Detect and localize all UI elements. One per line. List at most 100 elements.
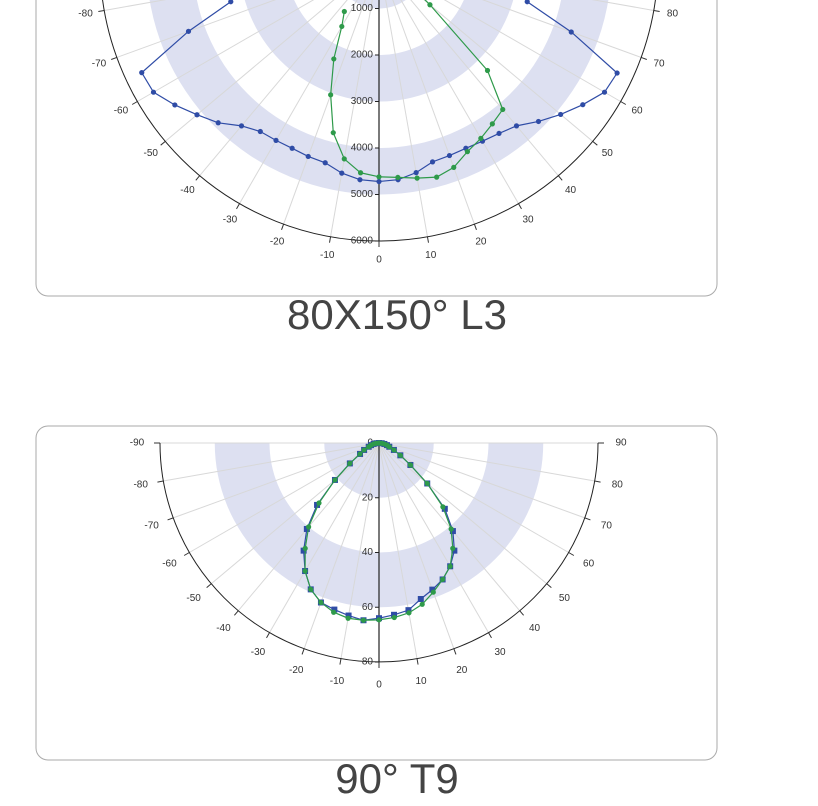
data-point — [489, 121, 495, 127]
x-tick-label: 20 — [456, 665, 468, 676]
x-tick — [111, 56, 117, 60]
y-tick-label: 5000 — [351, 189, 374, 200]
data-point — [524, 0, 530, 5]
grid-line — [400, 0, 519, 204]
data-point — [376, 174, 382, 180]
x-tick — [584, 517, 591, 521]
x-tick-label: -60 — [162, 559, 177, 570]
chart-title: 80X150° L3 — [287, 291, 507, 338]
grid-line — [330, 0, 373, 237]
data-point — [496, 130, 502, 137]
x-tick-label: -10 — [330, 676, 345, 687]
data-point — [366, 444, 372, 450]
x-tick-label: 20 — [475, 237, 487, 248]
data-point — [273, 137, 279, 143]
data-point — [395, 174, 401, 181]
data-point — [440, 504, 446, 510]
data-point — [391, 447, 397, 453]
data-point — [228, 0, 234, 5]
x-tick-label: 0 — [376, 255, 382, 266]
polar-chart: -90-80-70-60-50-40-30-20-100102030405060… — [35, 0, 718, 338]
data-point — [434, 174, 440, 180]
data-point — [448, 526, 454, 532]
grid-line — [378, 442, 489, 633]
x-tick-label: 10 — [425, 250, 437, 261]
grid-line — [392, 0, 475, 225]
x-tick-label: -40 — [180, 185, 195, 196]
x-tick-label: 50 — [559, 593, 571, 604]
x-tick — [473, 224, 477, 230]
data-point — [302, 545, 308, 551]
data-point — [330, 130, 336, 136]
grid-line — [423, 0, 594, 142]
data-point — [414, 175, 420, 181]
data-point — [194, 112, 200, 118]
x-tick-label: -50 — [186, 593, 201, 604]
chart-title: 90° T9 — [335, 755, 458, 802]
x-tick-label: 70 — [653, 59, 665, 70]
grid-line — [378, 442, 521, 612]
data-point — [580, 102, 586, 108]
data-point — [451, 164, 457, 170]
data-point — [558, 111, 564, 118]
x-tick-label: 30 — [494, 647, 506, 658]
data-point — [450, 545, 456, 551]
data-point — [331, 606, 338, 613]
data-point — [417, 596, 424, 603]
data-point — [332, 477, 338, 483]
y-tick-label: 20 — [362, 492, 374, 503]
x-tick — [568, 552, 575, 556]
data-point — [300, 547, 307, 554]
x-tick-label: 40 — [565, 185, 577, 196]
grid-line — [239, 0, 358, 204]
y-tick-label: 1000 — [351, 3, 374, 14]
x-tick — [167, 517, 174, 521]
grid-line — [443, 0, 621, 102]
data-point — [361, 447, 367, 453]
grid-line — [164, 0, 335, 142]
data-point — [357, 170, 364, 176]
x-tick-label: -70 — [144, 520, 159, 531]
data-point — [172, 102, 178, 108]
x-tick-label: -20 — [270, 237, 285, 248]
x-tick — [416, 658, 419, 665]
x-tick-label: 40 — [529, 623, 541, 634]
data-point — [238, 123, 245, 129]
data-point — [441, 505, 448, 512]
data-point — [513, 123, 520, 129]
data-point — [322, 160, 328, 166]
data-point — [316, 500, 322, 506]
x-tick-label: -50 — [143, 148, 158, 159]
data-point — [345, 612, 352, 619]
grid-line — [269, 442, 380, 633]
x-tick-label: -90 — [130, 438, 145, 449]
grid-line — [385, 0, 428, 237]
x-tick-label: -30 — [251, 647, 266, 658]
data-point — [347, 460, 353, 467]
grid-band — [214, 443, 544, 608]
grid-line — [340, 442, 380, 659]
grid-line — [378, 442, 455, 649]
data-point — [376, 617, 382, 623]
x-tick — [557, 175, 563, 181]
grid-line — [591, 0, 654, 11]
x-tick-label: 80 — [667, 8, 679, 19]
data-point — [397, 452, 403, 458]
data-point — [314, 501, 321, 508]
grid-line — [378, 442, 585, 519]
data-point — [601, 89, 608, 95]
data-point — [447, 563, 453, 569]
x-tick — [206, 583, 212, 589]
x-tick — [339, 658, 342, 665]
x-tick — [426, 236, 429, 243]
data-point — [424, 480, 430, 487]
x-tick-label: 0 — [376, 680, 382, 691]
x-tick-label: 60 — [632, 106, 644, 117]
x-tick — [546, 583, 552, 589]
grid-line — [116, 0, 277, 58]
data-point — [303, 525, 310, 532]
x-tick — [233, 610, 239, 616]
data-point — [449, 528, 456, 535]
x-tick-label: 70 — [601, 520, 613, 531]
